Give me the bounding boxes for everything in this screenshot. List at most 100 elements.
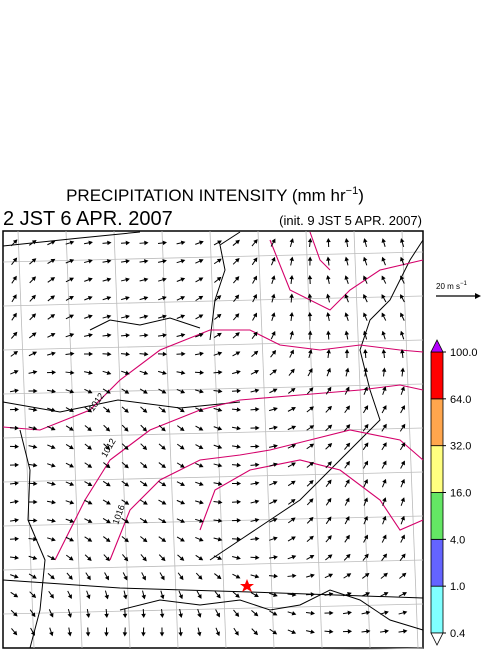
wind-arrow-head (161, 463, 167, 469)
wind-arrow-head (14, 481, 20, 486)
wind-arrow-head (31, 332, 37, 337)
wind-arrow-head (217, 426, 223, 431)
colorbar-label: 0.4 (450, 628, 465, 640)
wind-arrow-head (216, 593, 221, 599)
wind-arrow-head (217, 481, 223, 486)
wind-arrow-head (69, 537, 75, 542)
wind-arrow-head (363, 534, 368, 540)
wind-arrow-head (105, 463, 111, 469)
valid-time: 2 JST 6 APR. 2007 (3, 208, 173, 230)
wind-arrow-head (344, 256, 349, 262)
colorbar-segment (430, 351, 444, 400)
wind-arrow-head (162, 296, 167, 301)
wind-arrow-head (236, 444, 241, 449)
wind-arrow-head (400, 405, 405, 410)
meridian (161, 230, 179, 649)
wind-arrow-head (382, 478, 387, 484)
wind-arrow-head (69, 259, 75, 264)
wind-arrow-head (50, 240, 56, 245)
wind-arrow-head (180, 277, 186, 282)
wind-arrow-head (161, 445, 166, 450)
wind-arrow-head (87, 481, 93, 486)
wind-arrow-head (13, 611, 18, 617)
title-end: ) (358, 186, 364, 205)
wind-scale-text: 20 m s (436, 282, 460, 291)
wind-arrow-head (162, 333, 167, 338)
wind-arrow-head (236, 370, 241, 375)
wind-arrow-head (217, 444, 223, 449)
wind-arrow-head (143, 500, 148, 505)
wind-arrow-head (382, 442, 387, 447)
wind-arrow-head (366, 629, 371, 634)
wind-arrow-head (199, 240, 204, 245)
coastlines (2, 231, 424, 649)
wind-arrow-head (344, 348, 350, 354)
wind-arrow-head (88, 370, 93, 375)
wind-arrow-head (273, 407, 278, 412)
wind-arrow-head (69, 500, 75, 505)
wind-arrow-head (217, 240, 222, 245)
wind-arrow-head (32, 425, 38, 431)
wind-arrow-head (198, 314, 204, 319)
wind-arrow-head (382, 386, 387, 391)
wind-arrow-head (197, 594, 202, 599)
location-marker (240, 579, 254, 592)
parallel (2, 471, 424, 483)
wind-arrow-head (105, 482, 111, 487)
wind-arrow-head (125, 296, 130, 301)
wind-arrow-head (329, 629, 334, 634)
wind-arrow-head (123, 556, 129, 562)
wind-arrow-head (125, 259, 130, 264)
wind-arrow-head (381, 275, 386, 281)
wind-arrow-head (198, 426, 204, 431)
wind-arrow-head (162, 351, 168, 357)
wind-arrow-head (309, 425, 315, 430)
wind-arrow-head (271, 330, 276, 336)
wind-arrow-head (292, 573, 297, 579)
parallel (2, 603, 424, 615)
wind-arrow-head (309, 480, 314, 485)
wind-arrow-head (14, 555, 20, 560)
wind-arrow-head (345, 405, 350, 411)
wind-arrow-head (13, 350, 19, 356)
wind-arrow-head (381, 238, 386, 243)
wind-arrow-head (50, 444, 56, 449)
wind-arrow-head (31, 258, 37, 263)
wind-arrow-head (289, 311, 294, 317)
wind-arrow-head (49, 612, 54, 618)
wind-arrow-head (49, 593, 54, 599)
isobar (199, 459, 424, 531)
wind-arrow-head (105, 408, 111, 413)
wind-arrow-head (161, 482, 167, 487)
parallel (2, 295, 424, 307)
wind-arrow-head (124, 482, 130, 487)
wind-arrow-head (50, 333, 56, 338)
wind-arrow-head (122, 613, 128, 619)
wind-arrow-head (125, 314, 130, 320)
colorbar-segment (430, 398, 444, 447)
wind-arrow-head (105, 537, 111, 543)
wind-arrow-head (290, 498, 296, 504)
wind-arrow-head (234, 630, 239, 636)
wind-arrow-head (160, 556, 166, 562)
wind-arrow-head (344, 293, 349, 299)
wind-arrow-head (87, 463, 93, 468)
wind-arrow-head (159, 613, 165, 619)
wind-arrow-head (87, 556, 92, 561)
wind-arrow-head (402, 629, 408, 634)
wind-arrow-head (400, 460, 405, 466)
wind-arrow-head (271, 238, 276, 244)
wind-arrow-head (33, 518, 38, 523)
wind-arrow-head (235, 239, 240, 245)
wind-arrow-head (382, 460, 387, 466)
wind-arrow-head (33, 481, 38, 486)
wind-arrow-head (326, 293, 331, 299)
wind-arrow-head (363, 330, 368, 336)
wind-arrow-head (327, 554, 333, 559)
meridian (209, 230, 227, 649)
wind-arrow-head (381, 294, 386, 299)
coastline (119, 589, 424, 631)
wind-arrow-head (32, 462, 38, 468)
wind-arrow-head (344, 312, 349, 317)
